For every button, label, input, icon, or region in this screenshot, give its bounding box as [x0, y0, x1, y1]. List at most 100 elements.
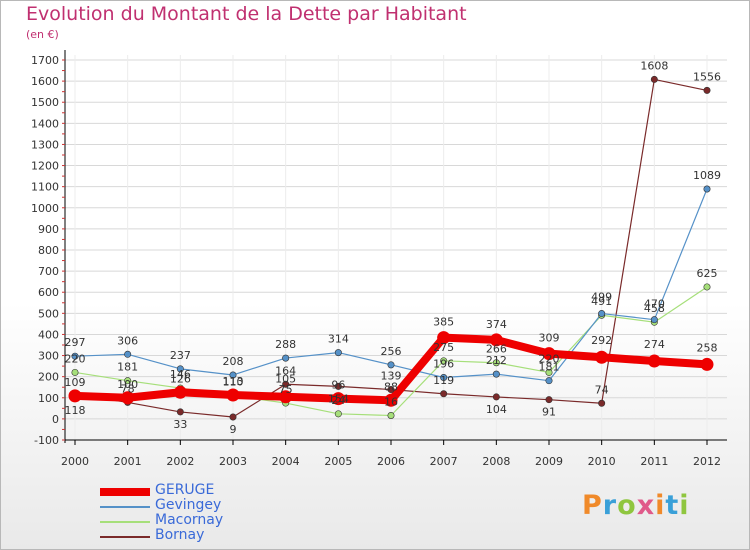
data-point-geruge	[595, 350, 609, 364]
x-tick-label: 2002	[166, 455, 194, 468]
y-tick-label: 1400	[31, 117, 59, 130]
data-label-macornay: 458	[644, 302, 665, 315]
data-label-bornay: 1608	[640, 59, 668, 72]
chart-subtitle: (en €)	[26, 28, 59, 41]
legend-label-gevingey: Gevingey	[155, 497, 222, 513]
data-label-geruge: 292	[591, 334, 612, 347]
data-point-macornay	[124, 377, 132, 385]
data-point-geruge	[489, 333, 503, 347]
data-point-bornay	[334, 382, 342, 390]
x-tick-label: 2003	[219, 455, 247, 468]
data-label-geruge: 100	[117, 378, 138, 391]
data-point-macornay	[387, 412, 395, 420]
data-label-geruge: 113	[223, 375, 244, 388]
data-label-bornay: 74	[595, 383, 609, 396]
data-label-geruge: 274	[644, 338, 665, 351]
logo-letter: i	[655, 490, 666, 521]
x-tick-label: 2011	[640, 455, 668, 468]
legend-label-macornay: Macornay	[155, 512, 224, 528]
data-label-geruge: 126	[170, 372, 191, 385]
data-point-macornay	[703, 283, 711, 291]
data-point-bornay	[545, 396, 553, 404]
y-tick-label: 700	[38, 265, 59, 278]
data-label-bornay: 9	[230, 423, 237, 436]
data-point-macornay	[440, 357, 448, 365]
y-tick-label: 1500	[31, 96, 59, 109]
logo-letter: t	[665, 490, 680, 521]
data-point-gevingey	[440, 374, 448, 382]
data-label-gevingey: 499	[591, 291, 612, 304]
y-tick-label: 400	[38, 328, 59, 341]
data-label-geruge: 109	[65, 376, 86, 389]
data-point-gevingey	[229, 371, 237, 379]
legend-swatch-gevingey	[100, 506, 150, 508]
data-label-macornay: 16	[384, 396, 398, 409]
data-point-macornay	[334, 410, 342, 418]
y-tick-label: 1100	[31, 181, 59, 194]
legend-item-gevingey: Gevingey	[100, 497, 300, 514]
data-point-macornay	[545, 368, 553, 376]
data-point-gevingey	[545, 377, 553, 385]
data-point-macornay	[71, 368, 79, 376]
data-label-macornay: 181	[117, 361, 138, 374]
data-point-geruge	[542, 347, 556, 361]
data-label-bornay: 1556	[693, 70, 721, 83]
y-tick-label: 1700	[31, 54, 59, 67]
data-point-gevingey	[334, 349, 342, 357]
data-point-gevingey	[703, 185, 711, 193]
logo-letter: r	[602, 490, 618, 521]
data-label-gevingey: 196	[433, 358, 454, 371]
x-tick-label: 2008	[482, 455, 510, 468]
data-point-geruge	[121, 391, 135, 405]
data-point-gevingey	[598, 310, 606, 318]
logo-letter: P	[582, 490, 603, 521]
data-label-geruge: 88	[384, 380, 398, 393]
data-label-geruge: 258	[697, 341, 718, 354]
y-tick-label: 0	[52, 413, 59, 426]
legend-swatch-bornay	[100, 536, 150, 538]
logo-letter: x	[636, 490, 656, 521]
x-tick-label: 2007	[430, 455, 458, 468]
x-tick-label: 2004	[272, 455, 300, 468]
data-point-bornay	[229, 413, 237, 421]
y-tick-label: 1200	[31, 160, 59, 173]
legend-swatch-geruge	[100, 488, 150, 496]
data-label-bornay: 91	[542, 406, 556, 419]
y-tick-label: -100	[34, 434, 59, 447]
data-point-bornay	[703, 86, 711, 94]
legend-swatch-macornay	[100, 521, 150, 523]
data-label-bornay: 78	[121, 382, 135, 395]
data-label-geruge: 96	[331, 379, 345, 392]
data-point-geruge	[384, 393, 398, 407]
data-point-bornay	[282, 380, 290, 388]
data-label-geruge: 374	[486, 318, 507, 331]
x-tick-label: 2005	[324, 455, 352, 468]
data-label-bornay: 119	[433, 374, 454, 387]
data-point-geruge	[331, 392, 345, 406]
data-label-bornay: 139	[381, 370, 402, 383]
legend-item-macornay: Macornay	[100, 512, 300, 529]
x-tick-label: 2000	[61, 455, 89, 468]
data-label-gevingey: 256	[381, 345, 402, 358]
proxiti-logo: Proxiti	[582, 490, 690, 521]
data-label-bornay: 118	[65, 404, 86, 417]
y-tick-label: 1600	[31, 75, 59, 88]
data-point-geruge	[437, 331, 451, 345]
logo-letter: i	[679, 490, 690, 521]
chart-title: Evolution du Montant de la Dette par Hab…	[26, 3, 467, 25]
data-label-macornay: 110	[223, 376, 244, 389]
y-tick-label: 800	[38, 244, 59, 257]
data-point-geruge	[700, 357, 714, 371]
data-label-gevingey: 181	[539, 361, 560, 374]
data-label-macornay: 220	[539, 352, 560, 365]
data-point-gevingey	[650, 316, 658, 324]
data-point-gevingey	[176, 365, 184, 373]
data-label-gevingey: 297	[65, 336, 86, 349]
y-tick-label: 900	[38, 223, 59, 236]
y-tick-label: 500	[38, 307, 59, 320]
legend-label-bornay: Bornay	[155, 527, 205, 543]
data-label-gevingey: 470	[644, 298, 665, 311]
data-point-geruge	[68, 389, 82, 403]
x-tick-label: 2001	[114, 455, 142, 468]
data-label-macornay: 75	[279, 383, 293, 396]
